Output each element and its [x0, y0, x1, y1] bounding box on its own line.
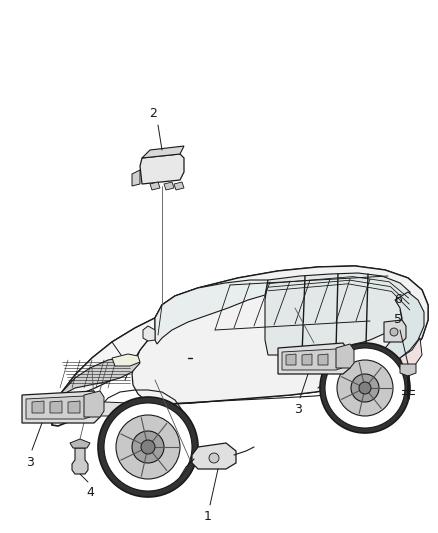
Polygon shape — [265, 273, 410, 355]
Polygon shape — [32, 401, 44, 413]
Polygon shape — [155, 280, 268, 344]
Circle shape — [141, 440, 155, 454]
Polygon shape — [132, 266, 428, 404]
Polygon shape — [278, 343, 350, 374]
Polygon shape — [174, 182, 184, 190]
Text: 5: 5 — [394, 313, 402, 326]
Text: 4: 4 — [86, 486, 94, 499]
Polygon shape — [400, 338, 422, 370]
Polygon shape — [282, 349, 342, 370]
Circle shape — [116, 415, 180, 479]
Polygon shape — [55, 402, 148, 418]
Polygon shape — [140, 154, 184, 184]
Polygon shape — [400, 364, 416, 376]
Circle shape — [98, 397, 198, 497]
Circle shape — [337, 360, 393, 416]
Polygon shape — [150, 182, 160, 190]
Polygon shape — [26, 396, 90, 419]
Circle shape — [325, 348, 405, 428]
Text: 2: 2 — [149, 107, 157, 120]
Text: 3: 3 — [26, 456, 34, 469]
Polygon shape — [336, 344, 354, 368]
Circle shape — [104, 403, 192, 491]
Circle shape — [209, 453, 219, 463]
Polygon shape — [384, 320, 406, 342]
Circle shape — [132, 431, 164, 463]
Polygon shape — [70, 439, 90, 448]
Polygon shape — [302, 354, 312, 365]
Polygon shape — [84, 391, 104, 417]
Polygon shape — [54, 357, 140, 408]
Polygon shape — [112, 354, 140, 366]
Polygon shape — [286, 354, 296, 365]
Polygon shape — [68, 401, 80, 413]
Circle shape — [351, 374, 379, 402]
Polygon shape — [192, 443, 236, 469]
Text: 1: 1 — [204, 510, 212, 523]
Polygon shape — [50, 401, 62, 413]
Polygon shape — [318, 354, 328, 365]
Polygon shape — [143, 326, 155, 341]
Polygon shape — [52, 318, 155, 425]
Circle shape — [320, 343, 410, 433]
Polygon shape — [52, 266, 428, 426]
Polygon shape — [132, 170, 140, 186]
Polygon shape — [142, 146, 184, 158]
Circle shape — [390, 328, 398, 336]
Polygon shape — [22, 391, 100, 423]
Text: 3: 3 — [294, 403, 302, 416]
Text: 6: 6 — [394, 293, 402, 306]
Polygon shape — [72, 448, 88, 474]
Circle shape — [359, 382, 371, 394]
Polygon shape — [164, 182, 174, 190]
Polygon shape — [380, 292, 424, 366]
